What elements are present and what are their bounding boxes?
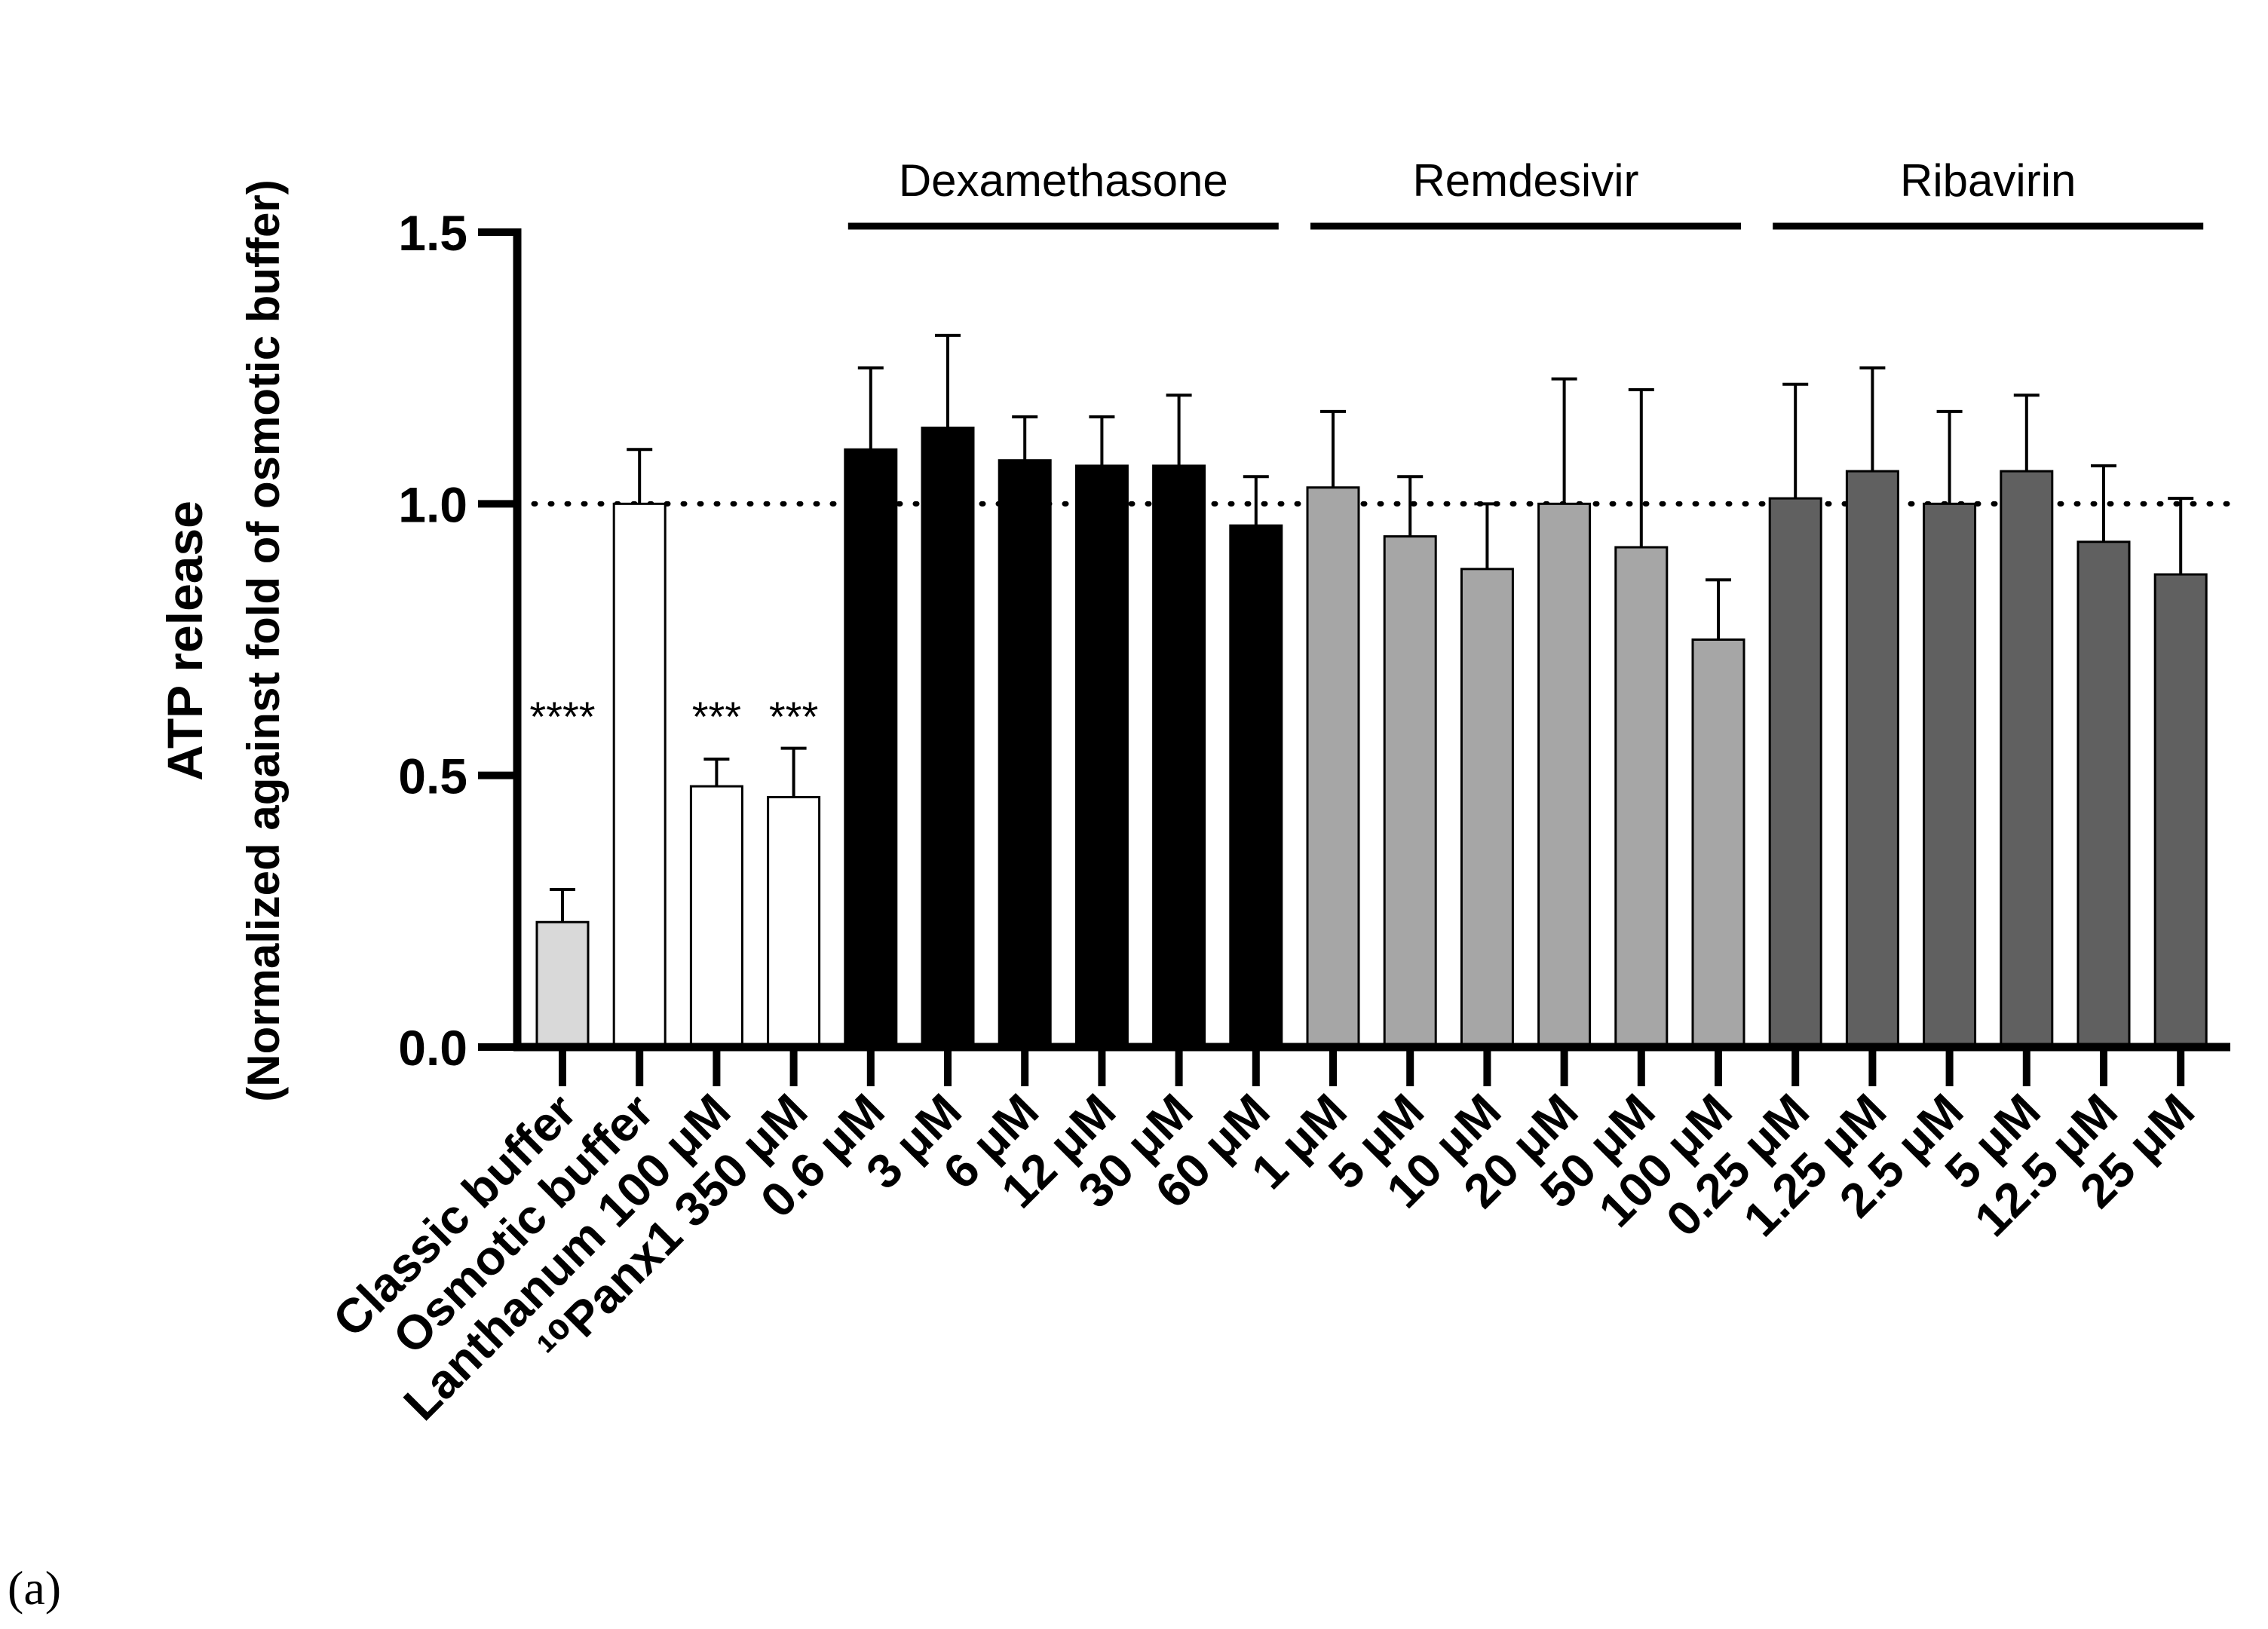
bar	[1306, 486, 1360, 1049]
bar	[1383, 535, 1437, 1049]
panel-label: (a)	[8, 1561, 61, 1615]
significance-marker: ***	[692, 693, 741, 740]
bar	[1074, 464, 1129, 1049]
y-axis-label: ATP release	[157, 501, 213, 781]
bar	[767, 795, 821, 1049]
y-tick-label: 1.0	[398, 476, 467, 532]
group-label: Ribavirin	[1900, 155, 2076, 206]
bar	[2000, 470, 2054, 1049]
bar	[1229, 524, 1283, 1049]
bar	[2076, 540, 2131, 1049]
y-tick-label: 0.5	[398, 749, 467, 804]
y-axis-sublabel: (Normalized against fold of osmotic buff…	[238, 179, 289, 1101]
bar	[1537, 502, 1592, 1049]
bar	[844, 448, 898, 1049]
plot-area: 0.0 0.5 1.0 1.5 ATP release (Normalized again…	[157, 155, 2233, 1431]
bar	[612, 502, 667, 1049]
bar	[1845, 470, 1899, 1049]
bar	[535, 920, 590, 1049]
bar	[1923, 502, 1977, 1049]
group-label: Remdesivir	[1412, 155, 1638, 206]
y-tick-label: 0.0	[398, 1020, 467, 1076]
bar	[1768, 497, 1822, 1049]
bar	[1614, 546, 1669, 1049]
bar	[921, 426, 975, 1049]
bar	[1460, 568, 1514, 1049]
bar	[998, 459, 1052, 1049]
significance-marker: ***	[769, 693, 818, 740]
significance-marker: ****	[529, 693, 595, 740]
group-label: Dexamethasone	[899, 155, 1228, 206]
bar	[1152, 464, 1206, 1049]
bar	[1691, 638, 1745, 1049]
y-tick-label: 1.5	[398, 205, 467, 261]
bar	[689, 785, 743, 1049]
bar	[2153, 573, 2208, 1049]
